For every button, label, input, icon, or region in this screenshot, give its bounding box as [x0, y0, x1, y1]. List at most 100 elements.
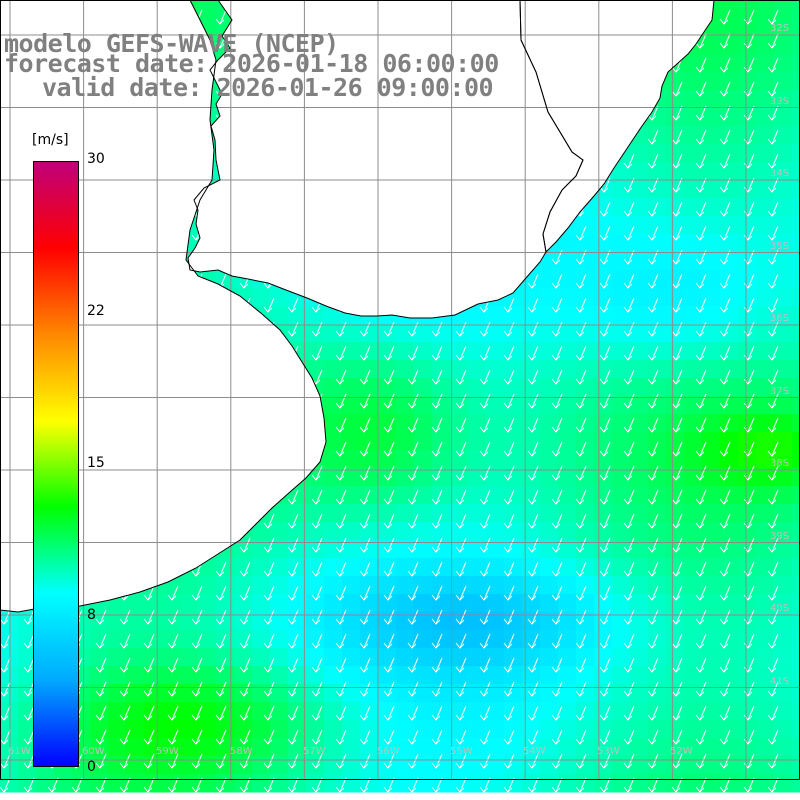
wind-arrow-head — [263, 522, 273, 529]
wind-arrow — [551, 489, 563, 505]
wind-arrow-shaft — [747, 561, 755, 577]
wind-cell — [180, 702, 199, 721]
wind-arrow-shaft — [315, 537, 323, 553]
wind-arrow-head — [671, 642, 681, 649]
wind-arrow-shaft — [699, 129, 707, 145]
wind-arrow — [599, 345, 611, 361]
wind-arrow — [623, 681, 635, 697]
wind-arrow — [143, 633, 155, 649]
wind-cell — [270, 720, 289, 739]
wind-cell — [738, 162, 757, 181]
wind-arrow-head — [599, 354, 609, 361]
wind-arrow — [575, 633, 587, 649]
wind-arrow-shaft — [363, 489, 371, 505]
wind-cell — [126, 738, 145, 757]
wind-arrow-shaft — [243, 633, 251, 649]
wind-arrow — [671, 81, 683, 97]
wind-cell — [756, 612, 775, 631]
wind-cell — [594, 324, 613, 343]
wind-cell — [378, 378, 397, 397]
wind-cell — [432, 594, 451, 613]
wind-arrow-head — [503, 330, 513, 337]
wind-arrow-shaft — [3, 633, 11, 649]
wind-cell — [576, 558, 595, 577]
wind-arrow-head — [95, 618, 105, 625]
wind-cell — [684, 684, 703, 703]
wind-arrow-head — [0, 738, 9, 745]
wind-arrow — [503, 561, 515, 577]
wind-arrow — [479, 609, 491, 625]
wind-cell — [684, 720, 703, 739]
wind-arrow-shaft — [699, 465, 707, 481]
wind-arrow-shaft — [483, 513, 491, 529]
wind-cell — [486, 432, 505, 451]
wind-cell — [486, 666, 505, 685]
wind-cell — [0, 648, 19, 667]
wind-arrow-shaft — [771, 81, 779, 97]
wind-cell — [432, 432, 451, 451]
wind-arrow-shaft — [99, 633, 107, 649]
wind-arrow-head — [719, 354, 729, 361]
wind-arrow-shaft — [291, 729, 299, 745]
wind-cell — [54, 774, 73, 793]
wind-arrow — [647, 129, 659, 145]
wind-cell — [594, 702, 613, 721]
wind-arrow-shaft — [555, 369, 563, 385]
wind-arrow-shaft — [627, 153, 635, 169]
wind-arrow-shaft — [435, 417, 443, 433]
wind-arrow — [383, 465, 395, 481]
wind-cell — [486, 504, 505, 523]
wind-cell — [702, 468, 721, 487]
wind-arrow-shaft — [531, 273, 539, 289]
wind-arrow-shaft — [267, 561, 275, 577]
wind-arrow-shaft — [267, 729, 275, 745]
wind-arrow-shaft — [531, 657, 539, 673]
wind-arrow — [767, 393, 779, 409]
wind-arrow-head — [575, 258, 585, 265]
wind-arrow-head — [767, 210, 777, 217]
wind-cell — [450, 612, 469, 631]
wind-arrow-shaft — [411, 705, 419, 721]
wind-arrow-head — [719, 498, 729, 505]
wind-arrow-head — [191, 714, 201, 721]
wind-cell — [144, 630, 163, 649]
wind-cell — [450, 684, 469, 703]
wind-arrow-head — [575, 642, 585, 649]
wind-arrow — [383, 561, 395, 577]
wind-cell — [630, 342, 649, 361]
wind-arrow — [455, 681, 467, 697]
wind-arrow-head — [767, 570, 777, 577]
wind-arrow-shaft — [603, 585, 611, 601]
wind-arrow-shaft — [723, 105, 731, 121]
wind-cell — [774, 576, 793, 595]
wind-cell — [270, 756, 289, 775]
wind-arrow-shaft — [675, 345, 683, 361]
wind-cell — [144, 756, 163, 775]
wind-arrow-shaft — [675, 489, 683, 505]
wind-cell — [342, 342, 361, 361]
wind-arrow — [311, 585, 323, 601]
wind-cell — [558, 540, 577, 559]
wind-cell — [756, 306, 775, 325]
wind-arrow-shaft — [651, 105, 659, 121]
wind-arrow — [407, 681, 419, 697]
wind-cell — [360, 558, 379, 577]
wind-cell — [576, 378, 595, 397]
wind-arrow-shaft — [603, 633, 611, 649]
wind-arrow-head — [767, 402, 777, 409]
wind-cell — [576, 306, 595, 325]
wind-cell — [0, 612, 19, 631]
wind-arrow — [767, 585, 779, 601]
wind-arrow — [599, 369, 611, 385]
wind-arrow-head — [191, 618, 201, 625]
wind-arrow-head — [215, 570, 225, 577]
wind-cell — [360, 414, 379, 433]
wind-arrow-shaft — [771, 321, 779, 337]
wind-arrow-shaft — [411, 321, 419, 337]
wind-arrow-shaft — [699, 33, 707, 49]
wind-cell — [396, 522, 415, 541]
wind-cell — [702, 396, 721, 415]
wind-cell — [270, 774, 289, 793]
wind-cell — [432, 756, 451, 775]
wind-arrow-shaft — [483, 561, 491, 577]
